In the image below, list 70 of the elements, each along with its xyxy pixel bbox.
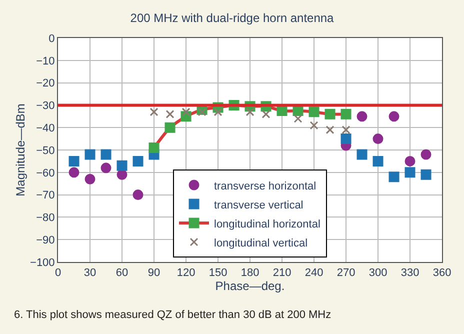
- legend-label: transverse horizontal: [214, 180, 316, 192]
- point: [214, 108, 222, 116]
- point: [420, 149, 432, 160]
- point: [68, 167, 80, 178]
- x-tick-label: 60: [116, 267, 128, 280]
- x-tick-label: 30: [84, 267, 96, 280]
- point: [372, 156, 384, 166]
- x-tick-label: 180: [240, 267, 260, 280]
- point: [100, 162, 112, 174]
- y-tick-label: −30: [36, 100, 55, 112]
- y-tick-label: −80: [36, 212, 55, 224]
- point: [150, 108, 158, 116]
- x-tick-label: 360: [432, 267, 452, 280]
- point: [388, 111, 400, 122]
- y-tick-label: −70: [36, 190, 55, 202]
- point: [262, 110, 270, 118]
- point: [340, 108, 352, 120]
- point: [388, 172, 400, 182]
- point: [372, 134, 384, 144]
- x-tick-label: 210: [272, 267, 292, 280]
- point: [356, 149, 368, 160]
- point: [116, 169, 128, 180]
- point: [166, 110, 174, 118]
- point: [276, 106, 288, 116]
- point: [356, 111, 368, 122]
- point: [340, 134, 352, 144]
- x-tick-label: 240: [304, 267, 324, 280]
- point: [292, 106, 304, 116]
- x-tick-label: 120: [176, 267, 196, 280]
- point: [148, 142, 160, 154]
- point: [132, 190, 144, 200]
- point: [420, 169, 432, 180]
- point: [326, 126, 334, 134]
- point: [308, 106, 320, 118]
- point: [100, 149, 112, 160]
- y-tick-label: −100: [30, 256, 55, 269]
- chart-title: 200 MHz with dual-ridge horn antenna: [130, 10, 334, 25]
- y-tick-label: −60: [36, 167, 55, 180]
- point: [198, 108, 206, 116]
- y-tick-label: 0: [48, 32, 55, 45]
- point: [342, 126, 350, 134]
- point: [294, 114, 302, 123]
- x-tick-label: 90: [148, 267, 160, 280]
- point: [404, 167, 416, 178]
- point: [164, 122, 176, 133]
- point: [132, 156, 144, 166]
- x-axis-title: Phase—deg.: [215, 279, 285, 294]
- y-axis-title: Magnitude—dBm: [13, 104, 28, 196]
- point: [84, 149, 96, 160]
- point: [182, 108, 190, 116]
- point: [404, 156, 416, 166]
- y-tick-label: −40: [36, 122, 55, 134]
- x-tick-label: 300: [368, 267, 388, 280]
- point: [68, 156, 80, 166]
- y-tick-label: −50: [36, 144, 55, 157]
- point: [246, 108, 254, 116]
- legend-label: longitudinal horizontal: [214, 218, 320, 230]
- y-tick-label: −20: [36, 78, 55, 90]
- x-tick-label: 150: [208, 267, 228, 280]
- legend-label: longitudinal vertical: [214, 237, 308, 250]
- point: [324, 108, 336, 120]
- text: 6. This plot shows measured QZ of better than 30 dB at 200 MHz: [14, 309, 332, 321]
- x-tick-label: 270: [336, 267, 356, 280]
- x-tick-label: 330: [400, 267, 420, 280]
- y-tick-label: −90: [36, 234, 55, 246]
- legend-label: transverse vertical: [214, 199, 304, 212]
- y-tick-label: −10: [36, 55, 55, 68]
- point: [116, 160, 128, 171]
- point: [84, 174, 96, 184]
- point: [310, 121, 318, 130]
